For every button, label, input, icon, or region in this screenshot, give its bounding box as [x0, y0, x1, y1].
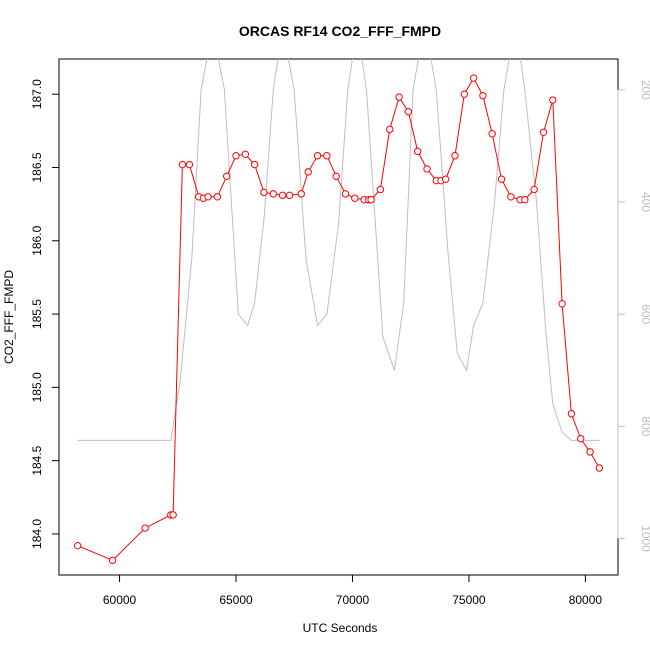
x-tick-label: 75000: [452, 593, 486, 607]
co2-data-point: [260, 188, 268, 197]
y2-tick-label: 600: [639, 304, 650, 324]
co2-data-point: [386, 125, 394, 134]
co2-series: [73, 74, 604, 565]
x-tick-label: 80000: [569, 593, 603, 607]
co2-data-point: [323, 152, 331, 160]
co2-data-point: [469, 74, 478, 82]
co2-data-point: [423, 165, 431, 173]
chart-title: ORCAS RF14 CO2_FFF_FMPD: [239, 23, 441, 39]
co2-data-point: [341, 190, 350, 198]
plot-frame: [58, 58, 619, 576]
co2-data-point: [178, 160, 187, 169]
co2-data-point: [73, 541, 82, 550]
co2-data-point: [577, 434, 585, 443]
x-axis: 60000 65000 70000 75000 80000: [103, 574, 603, 607]
y-axis: 184.0 184.5 185.0 185.5 186.0 186.5 187.0: [30, 79, 60, 549]
co2-data-point: [285, 191, 294, 200]
co2-data-point: [404, 108, 413, 116]
x-tick-label: 60000: [103, 593, 137, 607]
co2-data-point: [278, 191, 287, 200]
co2-data-point: [460, 90, 468, 98]
co2-data-point: [497, 175, 506, 183]
co2-data-point: [488, 130, 496, 138]
co2-data-point: [313, 152, 322, 160]
co2-data-point: [376, 185, 385, 194]
x-tick-label: 65000: [219, 593, 253, 607]
y-tick-label: 186.0: [30, 225, 44, 255]
y-tick-label: 184.5: [30, 445, 44, 475]
co2-data-point: [441, 175, 450, 183]
y2-tick-label: 1000: [639, 525, 650, 552]
y-tick-label: 185.5: [30, 299, 44, 329]
co2-data-point: [558, 300, 566, 308]
co2-data-point: [185, 160, 194, 169]
co2-data-point: [332, 172, 340, 180]
co2-data-point: [351, 194, 359, 202]
co2-data-point: [297, 190, 305, 198]
y2-tick-label: 400: [639, 192, 650, 212]
co2-data-point: [213, 193, 222, 201]
y-tick-label: 184.0: [30, 519, 44, 549]
co2-data-point: [413, 147, 422, 156]
y2-tick-label: 200: [639, 80, 650, 100]
co2-data-point: [567, 410, 576, 418]
co2-data-point: [395, 93, 403, 101]
co2-data-point: [241, 150, 250, 158]
x-tick-label: 70000: [336, 593, 370, 607]
co2-data-point: [586, 448, 594, 456]
co2-data-point: [250, 160, 259, 169]
co2-data-point: [304, 168, 312, 176]
y-tick-label: 187.0: [30, 79, 44, 109]
co2-data-point: [549, 96, 557, 104]
co2-data-point: [204, 193, 212, 201]
y-tick-label: 186.5: [30, 152, 44, 182]
co2-data-point: [530, 185, 538, 194]
secondary-series-line: [77, 59, 600, 441]
x-axis-label: UTC Seconds: [303, 621, 378, 635]
co2-data-point: [169, 511, 177, 519]
y2-axis: 200 400 600 800 1000: [617, 80, 650, 552]
secondary-series: [77, 59, 600, 441]
co2-data-point: [269, 190, 277, 198]
y-tick-label: 185.0: [30, 372, 44, 402]
co2-data-point: [479, 91, 487, 100]
co2-data-point: [507, 193, 515, 201]
co2-data-point: [141, 524, 149, 532]
co2-data-point: [595, 464, 604, 472]
co2-data-point: [521, 196, 529, 204]
co2-data-point: [539, 128, 548, 136]
y-axis-label: CO2_FFF_FMPD: [2, 270, 16, 364]
co2-data-point: [232, 152, 240, 160]
co2-data-point: [367, 196, 375, 204]
y2-tick-label: 800: [639, 416, 650, 436]
co2-data-point: [108, 556, 117, 565]
co2-data-point: [451, 152, 459, 160]
co2-series-line: [77, 77, 600, 561]
co2-data-point: [223, 172, 231, 180]
